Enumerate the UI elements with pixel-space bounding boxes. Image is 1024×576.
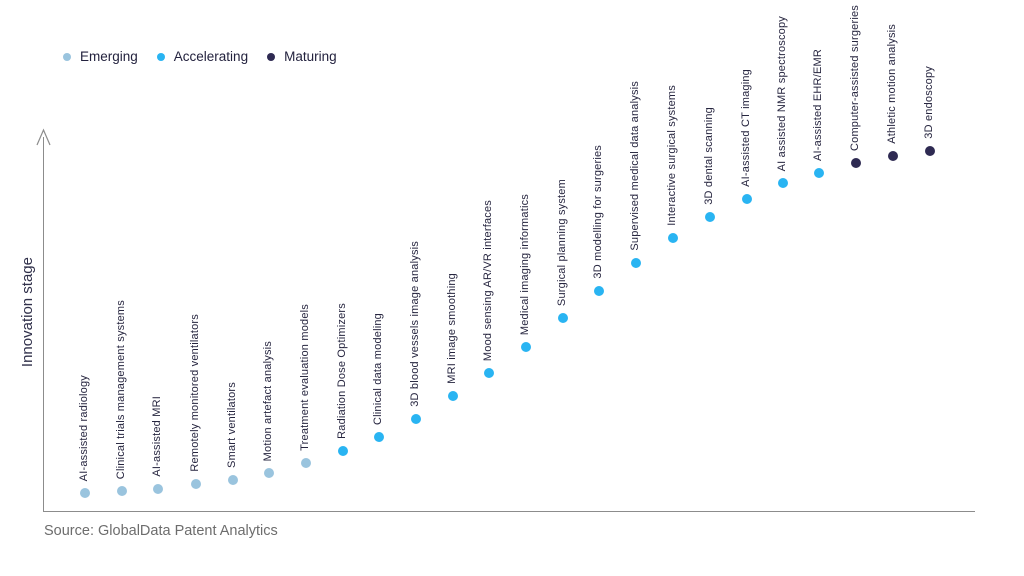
data-point-label: Interactive surgical systems (666, 85, 678, 226)
legend-item-emerging: Emerging (63, 49, 138, 64)
data-point-label: MRI image smoothing (446, 273, 458, 384)
y-axis-line (43, 137, 44, 512)
y-axis-label: Innovation stage (19, 257, 36, 368)
data-point (521, 342, 531, 352)
data-point-label: Remotely monitored ventilators (189, 314, 201, 472)
data-point (925, 146, 935, 156)
data-point (594, 286, 604, 296)
data-point-label: Medical imaging informatics (519, 193, 531, 335)
maturing-dot-icon (267, 52, 276, 61)
data-point (264, 468, 274, 478)
data-point-label: AI-assisted MRI (151, 396, 163, 477)
data-point-label: AI-assisted CT imaging (740, 69, 752, 187)
data-point-label: Clinical trials management systems (115, 299, 127, 479)
data-point-label: 3D blood vessels image analysis (409, 241, 421, 407)
data-point-label: Clinical data modeling (372, 312, 384, 425)
legend-label-accelerating: Accelerating (173, 49, 249, 64)
data-point (778, 178, 788, 188)
data-point (558, 313, 568, 323)
data-point (228, 475, 238, 485)
data-point (411, 414, 421, 424)
data-point-label: Computer-assisted surgeries (849, 4, 861, 151)
data-point-label: Radiation Dose Optimizers (336, 303, 348, 439)
data-point (888, 151, 898, 161)
data-point-label: Supervised medical data analysis (629, 81, 641, 251)
data-point (814, 168, 824, 178)
data-point-label: Motion artefact analysis (262, 340, 274, 461)
data-point-label: 3D dental scanning (703, 107, 715, 205)
data-point (668, 233, 678, 243)
data-point-label: AI assisted NMR spectroscopy (776, 15, 788, 171)
data-point-label: Surgical planning system (556, 178, 568, 306)
data-point-label: Smart ventilators (226, 382, 238, 468)
data-point (742, 194, 752, 204)
data-point-label: 3D modelling for surgeries (592, 145, 604, 279)
data-point (448, 391, 458, 401)
legend-label-emerging: Emerging (80, 49, 138, 64)
data-point-label: Mood sensing AR/VR interfaces (482, 199, 494, 361)
data-point (851, 158, 861, 168)
data-point (117, 486, 127, 496)
legend-label-maturing: Maturing (284, 49, 337, 64)
source-note: Source: GlobalData Patent Analytics (44, 523, 278, 539)
data-point (153, 484, 163, 494)
data-point (374, 432, 384, 442)
legend-item-accelerating: Accelerating (156, 49, 249, 64)
data-point-label: 3D endoscopy (923, 66, 935, 139)
data-point (484, 368, 494, 378)
data-point-label: Treatment evaluation models (299, 304, 311, 451)
data-point-label: AI-assisted radiology (78, 374, 90, 481)
emerging-dot-icon (63, 52, 71, 61)
legend: Emerging Accelerating Maturing (63, 49, 337, 64)
accelerating-dot-icon (156, 52, 165, 61)
data-point (191, 479, 201, 489)
data-point-label: AI-assisted EHR/EMR (812, 49, 824, 161)
legend-item-maturing: Maturing (267, 49, 337, 64)
x-axis-line (43, 511, 975, 512)
y-axis-arrow-icon (36, 128, 51, 146)
data-point (631, 258, 641, 268)
data-point (338, 446, 348, 456)
data-point-label: Athletic motion analysis (886, 24, 898, 144)
data-point (301, 458, 311, 468)
data-point (80, 488, 90, 498)
data-point (705, 212, 715, 222)
